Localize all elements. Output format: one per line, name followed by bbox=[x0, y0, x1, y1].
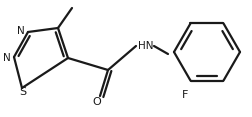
Text: S: S bbox=[19, 87, 26, 97]
Text: HN: HN bbox=[137, 41, 153, 51]
Text: O: O bbox=[92, 97, 101, 107]
Text: F: F bbox=[181, 90, 187, 100]
Text: N: N bbox=[3, 53, 11, 63]
Text: N: N bbox=[17, 26, 25, 36]
